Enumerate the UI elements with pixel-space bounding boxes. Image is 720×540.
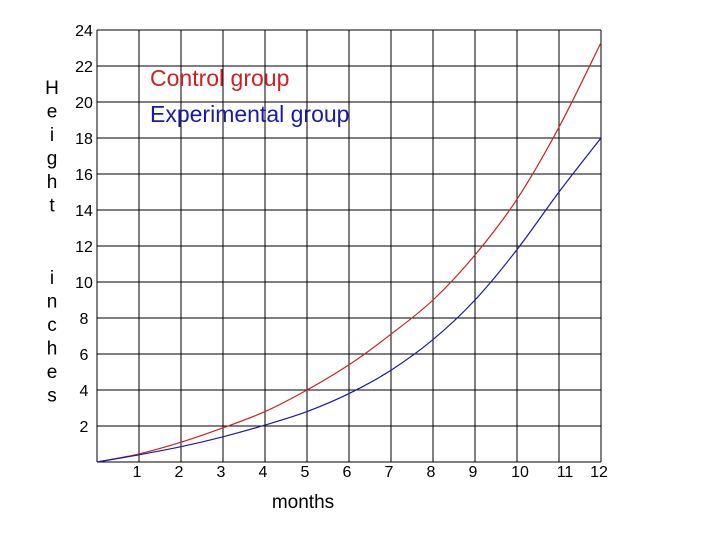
series-line-control <box>96 42 602 463</box>
x-tick-label: 1 <box>133 464 142 481</box>
chart-grid <box>96 29 602 463</box>
x-tick-label: 7 <box>385 464 394 481</box>
x-tick-label: 12 <box>590 464 608 481</box>
y-axis-label-letter: n <box>47 292 58 313</box>
y-tick-label: 14 <box>75 203 93 220</box>
y-tick-label: 18 <box>75 131 93 148</box>
x-tick-label: 9 <box>469 464 478 481</box>
y-tick-label: 8 <box>80 311 89 328</box>
legend-entry-control: Control group <box>150 65 289 91</box>
x-tick-label: 11 <box>557 464 574 481</box>
y-tick-label: 10 <box>75 275 93 292</box>
x-tick-label: 5 <box>301 464 310 481</box>
y-axis-label-letter: c <box>47 315 57 336</box>
y-axis-label-letter: h <box>47 172 58 193</box>
legend-entry-experimental: Experimental group <box>150 101 349 127</box>
y-axis-label-letter: e <box>47 102 58 123</box>
y-tick-label: 16 <box>75 167 93 184</box>
y-tick-label: 2 <box>80 419 89 436</box>
y-axis-label-letter: s <box>47 386 57 407</box>
x-tick-label: 2 <box>175 464 184 481</box>
x-tick-labels: 1 2 3 4 5 6 7 8 9 10 11 12 <box>133 464 608 481</box>
series-lines <box>96 42 602 463</box>
x-tick-label: 4 <box>259 464 268 481</box>
y-tick-label: 6 <box>80 347 89 364</box>
y-tick-label: 20 <box>75 95 93 112</box>
y-axis-label-letter: i <box>50 268 54 289</box>
y-tick-label: 12 <box>75 239 93 256</box>
series-line-experimental <box>96 137 602 463</box>
legend: Control group Experimental group <box>150 65 349 127</box>
y-tick-label: 24 <box>75 23 93 40</box>
x-axis-label: months <box>272 492 334 513</box>
y-axis-label-letter: H <box>45 78 59 99</box>
x-tick-label: 8 <box>427 464 436 481</box>
y-axis-label-letter: i <box>50 125 54 146</box>
y-tick-label: 22 <box>75 59 93 76</box>
x-tick-label: 3 <box>217 464 226 481</box>
y-tick-label: 4 <box>80 383 89 400</box>
y-axis-label-letter: h <box>47 339 58 360</box>
x-tick-label: 10 <box>511 464 529 481</box>
y-axis-label-letter: e <box>47 362 58 383</box>
y-axis-label-letter: g <box>47 149 58 170</box>
y-axis-label-letter: t <box>49 196 55 217</box>
x-tick-label: 6 <box>343 464 352 481</box>
